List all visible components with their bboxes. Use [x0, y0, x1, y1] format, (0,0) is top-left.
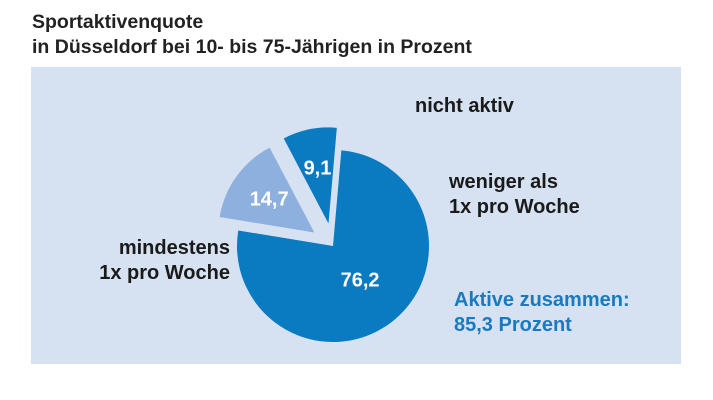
pie-slice-1 — [237, 150, 430, 342]
summary-line-2: 85,3 Prozent — [454, 314, 572, 336]
pie-slice-value-3: 9,1 — [303, 157, 332, 180]
label-mindestens: mindestens 1x pro Woche — [88, 236, 230, 286]
chart-title-line-1: Sportaktivenquote — [32, 11, 204, 33]
summary-text: Aktive zusammen: 85,3 Prozent — [454, 288, 630, 338]
pie-slice-value-2: 14,7 — [249, 188, 289, 211]
label-weniger-als: weniger als 1x pro Woche — [449, 170, 580, 220]
label-mindestens-line-2: 1x pro Woche — [99, 262, 230, 284]
label-weniger-line-2: 1x pro Woche — [449, 196, 580, 218]
pie-slice-2 — [219, 147, 315, 233]
summary-line-1: Aktive zusammen: — [454, 289, 630, 311]
label-mindestens-line-1: mindestens — [118, 237, 230, 259]
pie-slice-value-1: 76,2 — [340, 269, 380, 292]
chart-title: Sportaktivenquote in Düsseldorf bei 10- … — [32, 10, 472, 60]
label-nicht-aktiv-line-1: nicht aktiv — [415, 95, 514, 117]
label-nicht-aktiv: nicht aktiv — [415, 94, 514, 119]
chart-title-line-2: in Düsseldorf bei 10- bis 75-Jährigen in… — [32, 36, 472, 58]
pie-slice-3 — [283, 127, 337, 224]
label-weniger-line-1: weniger als — [449, 171, 558, 193]
